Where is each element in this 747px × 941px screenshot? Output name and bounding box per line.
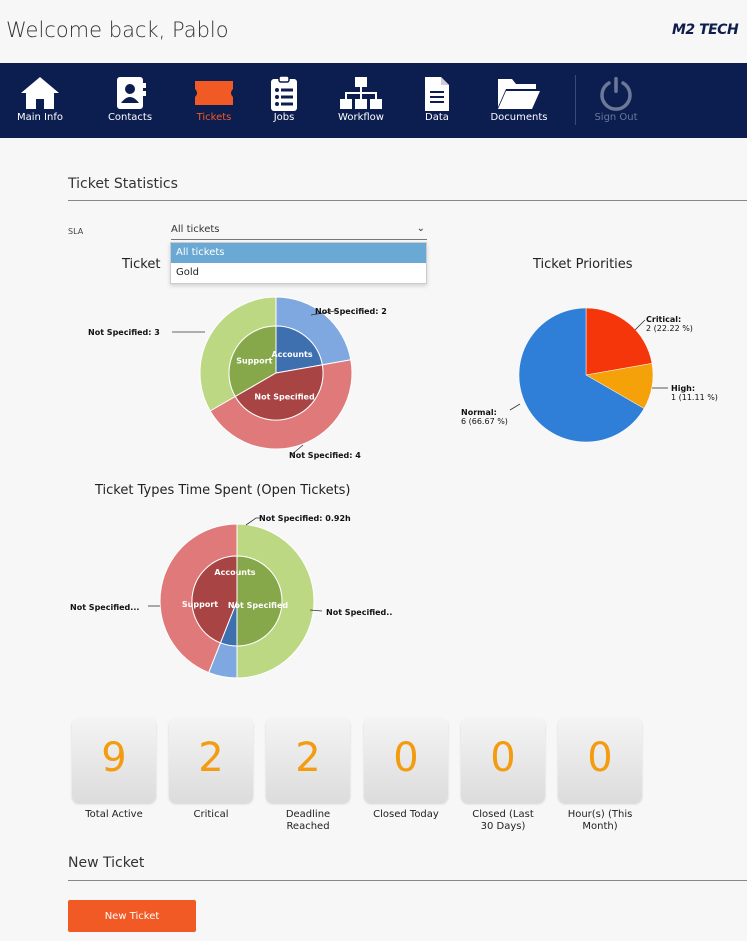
- inner-slice-2[interactable]: [234, 364, 324, 421]
- stat-tile-closed-today[interactable]: 0: [364, 718, 448, 803]
- chart-label: Not Specified..: [326, 608, 392, 617]
- chart-labels: Critical:2 (22.22 %) High:1 (11.11 %) Norm…: [461, 315, 718, 426]
- sla-select[interactable]: All tickets ⌄: [171, 222, 427, 240]
- document-icon: [422, 75, 452, 117]
- nav-item-sign-out[interactable]: Sign Out: [571, 63, 661, 138]
- sla-option-all-tickets[interactable]: All tickets: [171, 243, 426, 263]
- nav-item-contacts[interactable]: Contacts: [85, 63, 175, 138]
- time-spent-chart: Support Accounts Not Specified Not Specifie…: [70, 514, 392, 679]
- folder-icon: [496, 75, 542, 115]
- chart-label: Normal:: [461, 408, 497, 417]
- chart-label: Not Specified: 4: [289, 451, 361, 460]
- priority-slice-2[interactable]: [518, 307, 645, 443]
- sla-dropdown-menu: All tickets Gold: [170, 242, 427, 284]
- chart-label: Not Specified: [228, 601, 289, 610]
- section-divider: [68, 880, 747, 881]
- chart-label: Accounts: [214, 568, 255, 577]
- chart-label: 6 (66.67 %): [461, 417, 508, 426]
- home-icon: [19, 75, 61, 115]
- outer-ring: [199, 296, 353, 450]
- nav-item-documents[interactable]: Documents: [474, 63, 564, 138]
- contacts-icon: [112, 75, 148, 115]
- ticket-priorities-chart: Critical:2 (22.22 %) High:1 (11.11 %) Norm…: [461, 307, 718, 443]
- nav-item-data[interactable]: Data: [392, 63, 482, 138]
- company-logo[interactable]: M2 TECH: [672, 22, 739, 38]
- label-leader-line: [245, 517, 260, 526]
- stat-tile-hours-month[interactable]: 0: [558, 718, 642, 803]
- inner-slice-1[interactable]: [275, 325, 323, 374]
- stat-tile-deadline-reached[interactable]: 2: [266, 718, 350, 803]
- chevron-down-icon: ⌄: [416, 223, 425, 234]
- chart-label: Not Specified: 3: [88, 328, 160, 337]
- power-icon: [597, 75, 635, 117]
- stat-tile-closed-30-days[interactable]: 0: [461, 718, 545, 803]
- inner-ring: [228, 325, 324, 421]
- stat-label: Total Active: [85, 809, 143, 820]
- stat-label: Closed Today: [373, 809, 439, 820]
- chart-label: Not Specified: [254, 392, 315, 401]
- new-ticket-button[interactable]: New Ticket: [68, 900, 196, 932]
- chart-title-time-spent: Ticket Types Time Spent (Open Tickets): [95, 483, 351, 498]
- chart-title-ticket-types: Ticket: [122, 257, 161, 272]
- inner-slice-0[interactable]: [228, 325, 277, 398]
- stat-label: Closed (Last 30 Days): [472, 809, 534, 832]
- ticket-icon: [192, 75, 236, 115]
- page-header: Welcome back, Pablo M2 TECH: [0, 0, 747, 63]
- label-leader-line: [309, 609, 323, 612]
- nav-item-workflow[interactable]: Workflow: [316, 63, 406, 138]
- label-leader-line: [289, 444, 304, 457]
- ticket-statistics-title: Ticket Statistics: [68, 176, 178, 192]
- stat-label: Deadline Reached: [285, 809, 331, 832]
- inner-ring: [191, 555, 283, 647]
- chart-label: Not Specified: 2: [315, 307, 387, 316]
- chart-label: Support: [236, 357, 272, 366]
- chart-label: Accounts: [271, 350, 312, 359]
- inner-slice-2[interactable]: [191, 555, 238, 644]
- chart-label: 2 (22.22 %): [646, 324, 693, 333]
- inner-slice-0[interactable]: [236, 555, 283, 647]
- stat-label: Hour(s) (This Month): [567, 809, 633, 832]
- priority-slices: [518, 307, 654, 443]
- stat-tile-critical[interactable]: 2: [169, 718, 253, 803]
- chart-label: Critical:: [646, 315, 681, 324]
- stat-tile-total-active[interactable]: 9: [72, 718, 156, 803]
- label-leader-line: [310, 310, 336, 316]
- workflow-icon: [339, 75, 383, 115]
- chart-label: High:: [671, 384, 695, 393]
- nav-item-jobs[interactable]: Jobs: [239, 63, 329, 138]
- nav-divider: [575, 75, 576, 125]
- sla-label: SLA: [68, 227, 84, 236]
- chart-label: Not Specified...: [70, 603, 139, 612]
- label-leader-line: [509, 403, 521, 411]
- chart-label: 1 (11.11 %): [671, 393, 718, 402]
- clipboard-icon: [268, 75, 300, 117]
- main-nav: Main Info Contacts Tickets Jobs Workflow…: [0, 63, 747, 138]
- stat-label: Critical: [193, 809, 229, 820]
- label-leader-line: [634, 319, 646, 331]
- chart-title-ticket-priorities: Ticket Priorities: [533, 257, 633, 272]
- nav-item-tickets[interactable]: Tickets: [169, 63, 259, 138]
- chart-labels: Support Accounts Not Specified Not Specifie…: [70, 514, 392, 617]
- sla-option-gold[interactable]: Gold: [176, 267, 199, 278]
- welcome-message: Welcome back, Pablo: [6, 18, 229, 42]
- new-ticket-title: New Ticket: [68, 855, 145, 871]
- nav-item-main-info[interactable]: Main Info: [0, 63, 85, 138]
- priority-slice-0[interactable]: [585, 307, 653, 376]
- section-divider: [68, 200, 747, 201]
- chart-label: Not Specified: 0.92h: [259, 514, 351, 523]
- chart-label: Support: [182, 600, 218, 609]
